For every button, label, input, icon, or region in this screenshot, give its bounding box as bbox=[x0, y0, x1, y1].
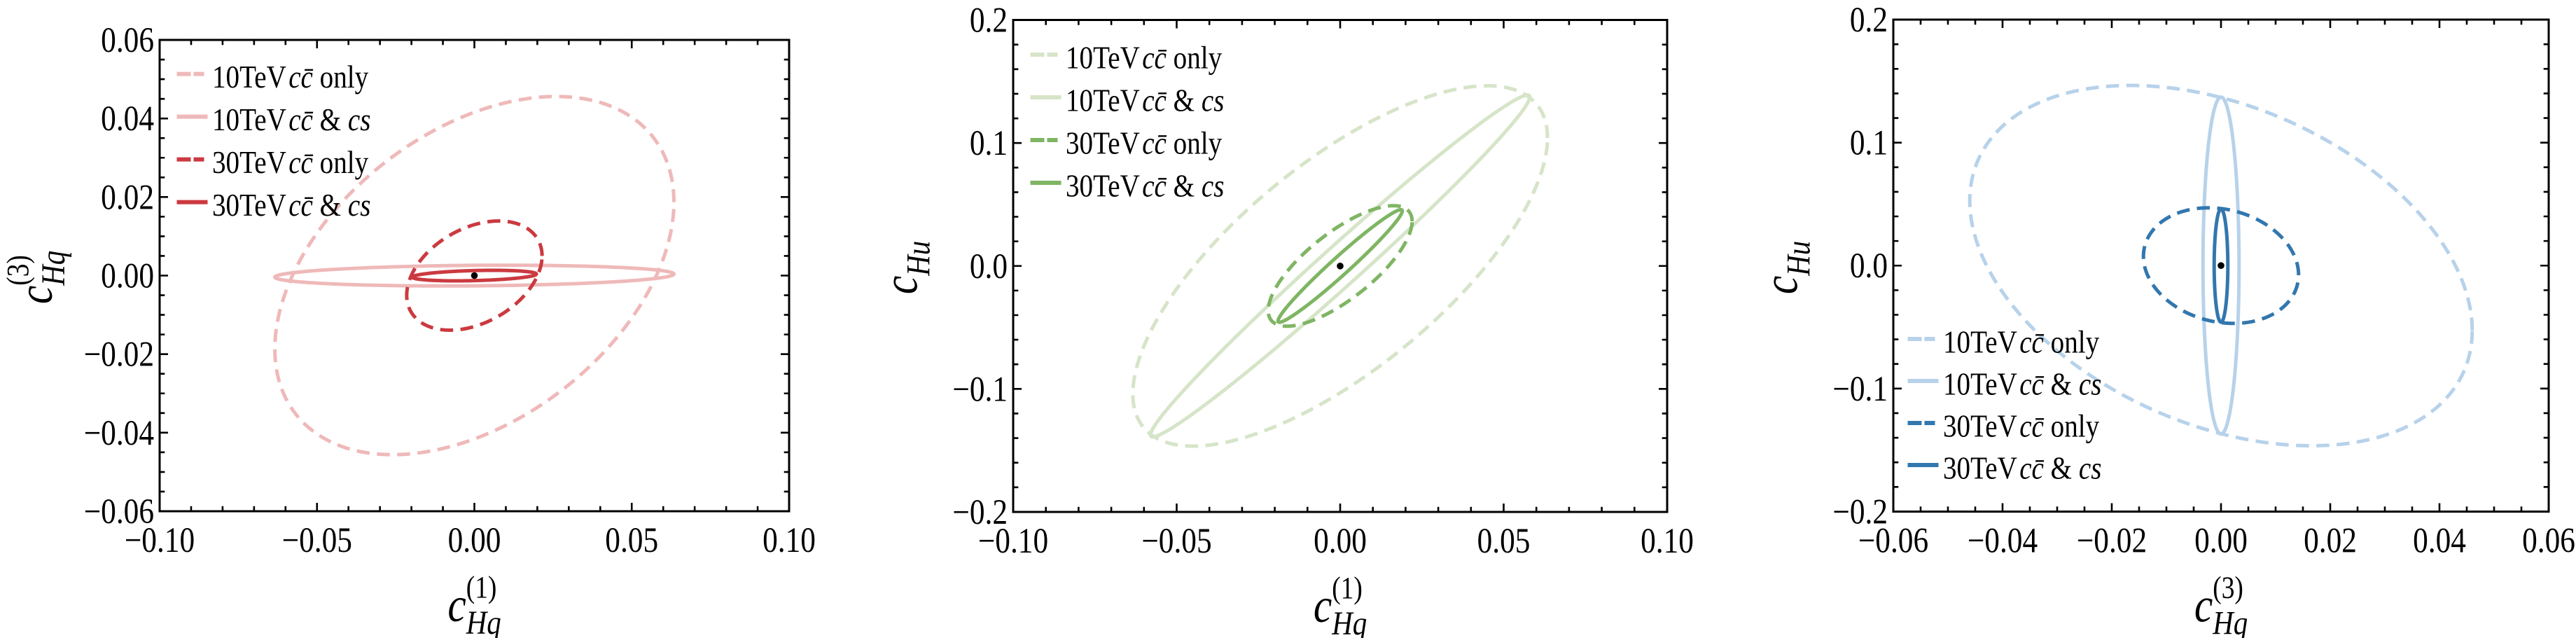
svg-text:c: c bbox=[2194, 578, 2213, 633]
svg-text:c: c bbox=[1314, 579, 1332, 634]
svg-text:0.2: 0.2 bbox=[1850, 1, 1888, 40]
svg-text:30TeVcc̄ & cs: 30TeVcc̄ & cs bbox=[1943, 451, 2101, 487]
svg-text:30TeVcc̄ only: 30TeVcc̄ only bbox=[1066, 126, 1223, 162]
svg-text:0.0: 0.0 bbox=[970, 247, 1008, 286]
svg-text:−0.06: −0.06 bbox=[1858, 521, 1928, 560]
svg-text:0.10: 0.10 bbox=[1641, 522, 1694, 561]
svg-text:0.05: 0.05 bbox=[1477, 522, 1531, 561]
svg-text:30TeVcc̄ & cs: 30TeVcc̄ & cs bbox=[212, 188, 370, 223]
svg-text:0.02: 0.02 bbox=[101, 178, 154, 217]
svg-text:−0.2: −0.2 bbox=[952, 493, 1008, 532]
svg-text:−0.04: −0.04 bbox=[1968, 521, 2038, 560]
svg-text:Hu: Hu bbox=[1779, 241, 1817, 277]
svg-text:Hq: Hq bbox=[1331, 604, 1367, 638]
svg-text:Hq: Hq bbox=[34, 251, 72, 286]
svg-text:−0.04: −0.04 bbox=[84, 414, 154, 453]
svg-text:c: c bbox=[1754, 276, 1809, 295]
svg-text:0.1: 0.1 bbox=[1850, 123, 1888, 162]
svg-text:30TeVcc̄ & cs: 30TeVcc̄ & cs bbox=[1066, 169, 1224, 204]
svg-text:10TeVcc̄ & cs: 10TeVcc̄ & cs bbox=[1943, 367, 2101, 403]
svg-text:(1): (1) bbox=[466, 570, 497, 604]
svg-text:−0.06: −0.06 bbox=[84, 492, 154, 532]
svg-text:0.04: 0.04 bbox=[101, 99, 154, 139]
svg-text:0.1: 0.1 bbox=[970, 124, 1008, 163]
svg-text:30TeVcc̄ only: 30TeVcc̄ only bbox=[1943, 409, 2100, 445]
svg-text:10TeVcc̄ & cs: 10TeVcc̄ & cs bbox=[212, 102, 370, 138]
svg-text:0.04: 0.04 bbox=[2413, 521, 2466, 560]
svg-text:0.06: 0.06 bbox=[101, 21, 154, 60]
svg-text:c: c bbox=[874, 276, 928, 295]
svg-text:−0.05: −0.05 bbox=[282, 521, 352, 560]
svg-text:0.02: 0.02 bbox=[2304, 521, 2357, 560]
svg-text:(1): (1) bbox=[1332, 571, 1363, 604]
svg-text:(3): (3) bbox=[1, 255, 34, 286]
svg-text:−0.05: −0.05 bbox=[1141, 522, 1211, 561]
svg-text:30TeVcc̄ only: 30TeVcc̄ only bbox=[212, 145, 369, 181]
svg-text:0.0: 0.0 bbox=[1850, 247, 1888, 286]
svg-text:Hu: Hu bbox=[899, 241, 937, 277]
svg-text:0.00: 0.00 bbox=[448, 521, 501, 560]
svg-text:−0.10: −0.10 bbox=[125, 521, 195, 560]
svg-text:−0.1: −0.1 bbox=[1832, 370, 1888, 409]
svg-text:(3): (3) bbox=[2213, 571, 2243, 604]
svg-text:Hq: Hq bbox=[466, 604, 501, 638]
svg-text:0.00: 0.00 bbox=[2194, 521, 2248, 560]
svg-text:0.00: 0.00 bbox=[1314, 522, 1367, 561]
svg-text:c: c bbox=[8, 286, 63, 305]
svg-text:Hq: Hq bbox=[2212, 604, 2248, 638]
svg-text:0.10: 0.10 bbox=[763, 521, 816, 560]
svg-text:0.2: 0.2 bbox=[970, 1, 1008, 40]
svg-text:−0.1: −0.1 bbox=[952, 370, 1008, 409]
svg-text:10TeVcc̄ only: 10TeVcc̄ only bbox=[212, 60, 369, 95]
svg-text:0.06: 0.06 bbox=[2522, 521, 2575, 560]
svg-text:10TeVcc̄ only: 10TeVcc̄ only bbox=[1066, 41, 1223, 76]
svg-text:−0.10: −0.10 bbox=[978, 522, 1048, 561]
svg-text:−0.2: −0.2 bbox=[1832, 492, 1888, 532]
svg-text:−0.02: −0.02 bbox=[84, 335, 154, 375]
svg-text:0.05: 0.05 bbox=[605, 521, 658, 560]
svg-text:c: c bbox=[447, 578, 466, 633]
svg-text:0.00: 0.00 bbox=[101, 256, 154, 296]
svg-text:10TeVcc̄ only: 10TeVcc̄ only bbox=[1943, 325, 2100, 361]
svg-text:10TeVcc̄ & cs: 10TeVcc̄ & cs bbox=[1066, 83, 1224, 119]
svg-text:−0.02: −0.02 bbox=[2077, 521, 2147, 560]
